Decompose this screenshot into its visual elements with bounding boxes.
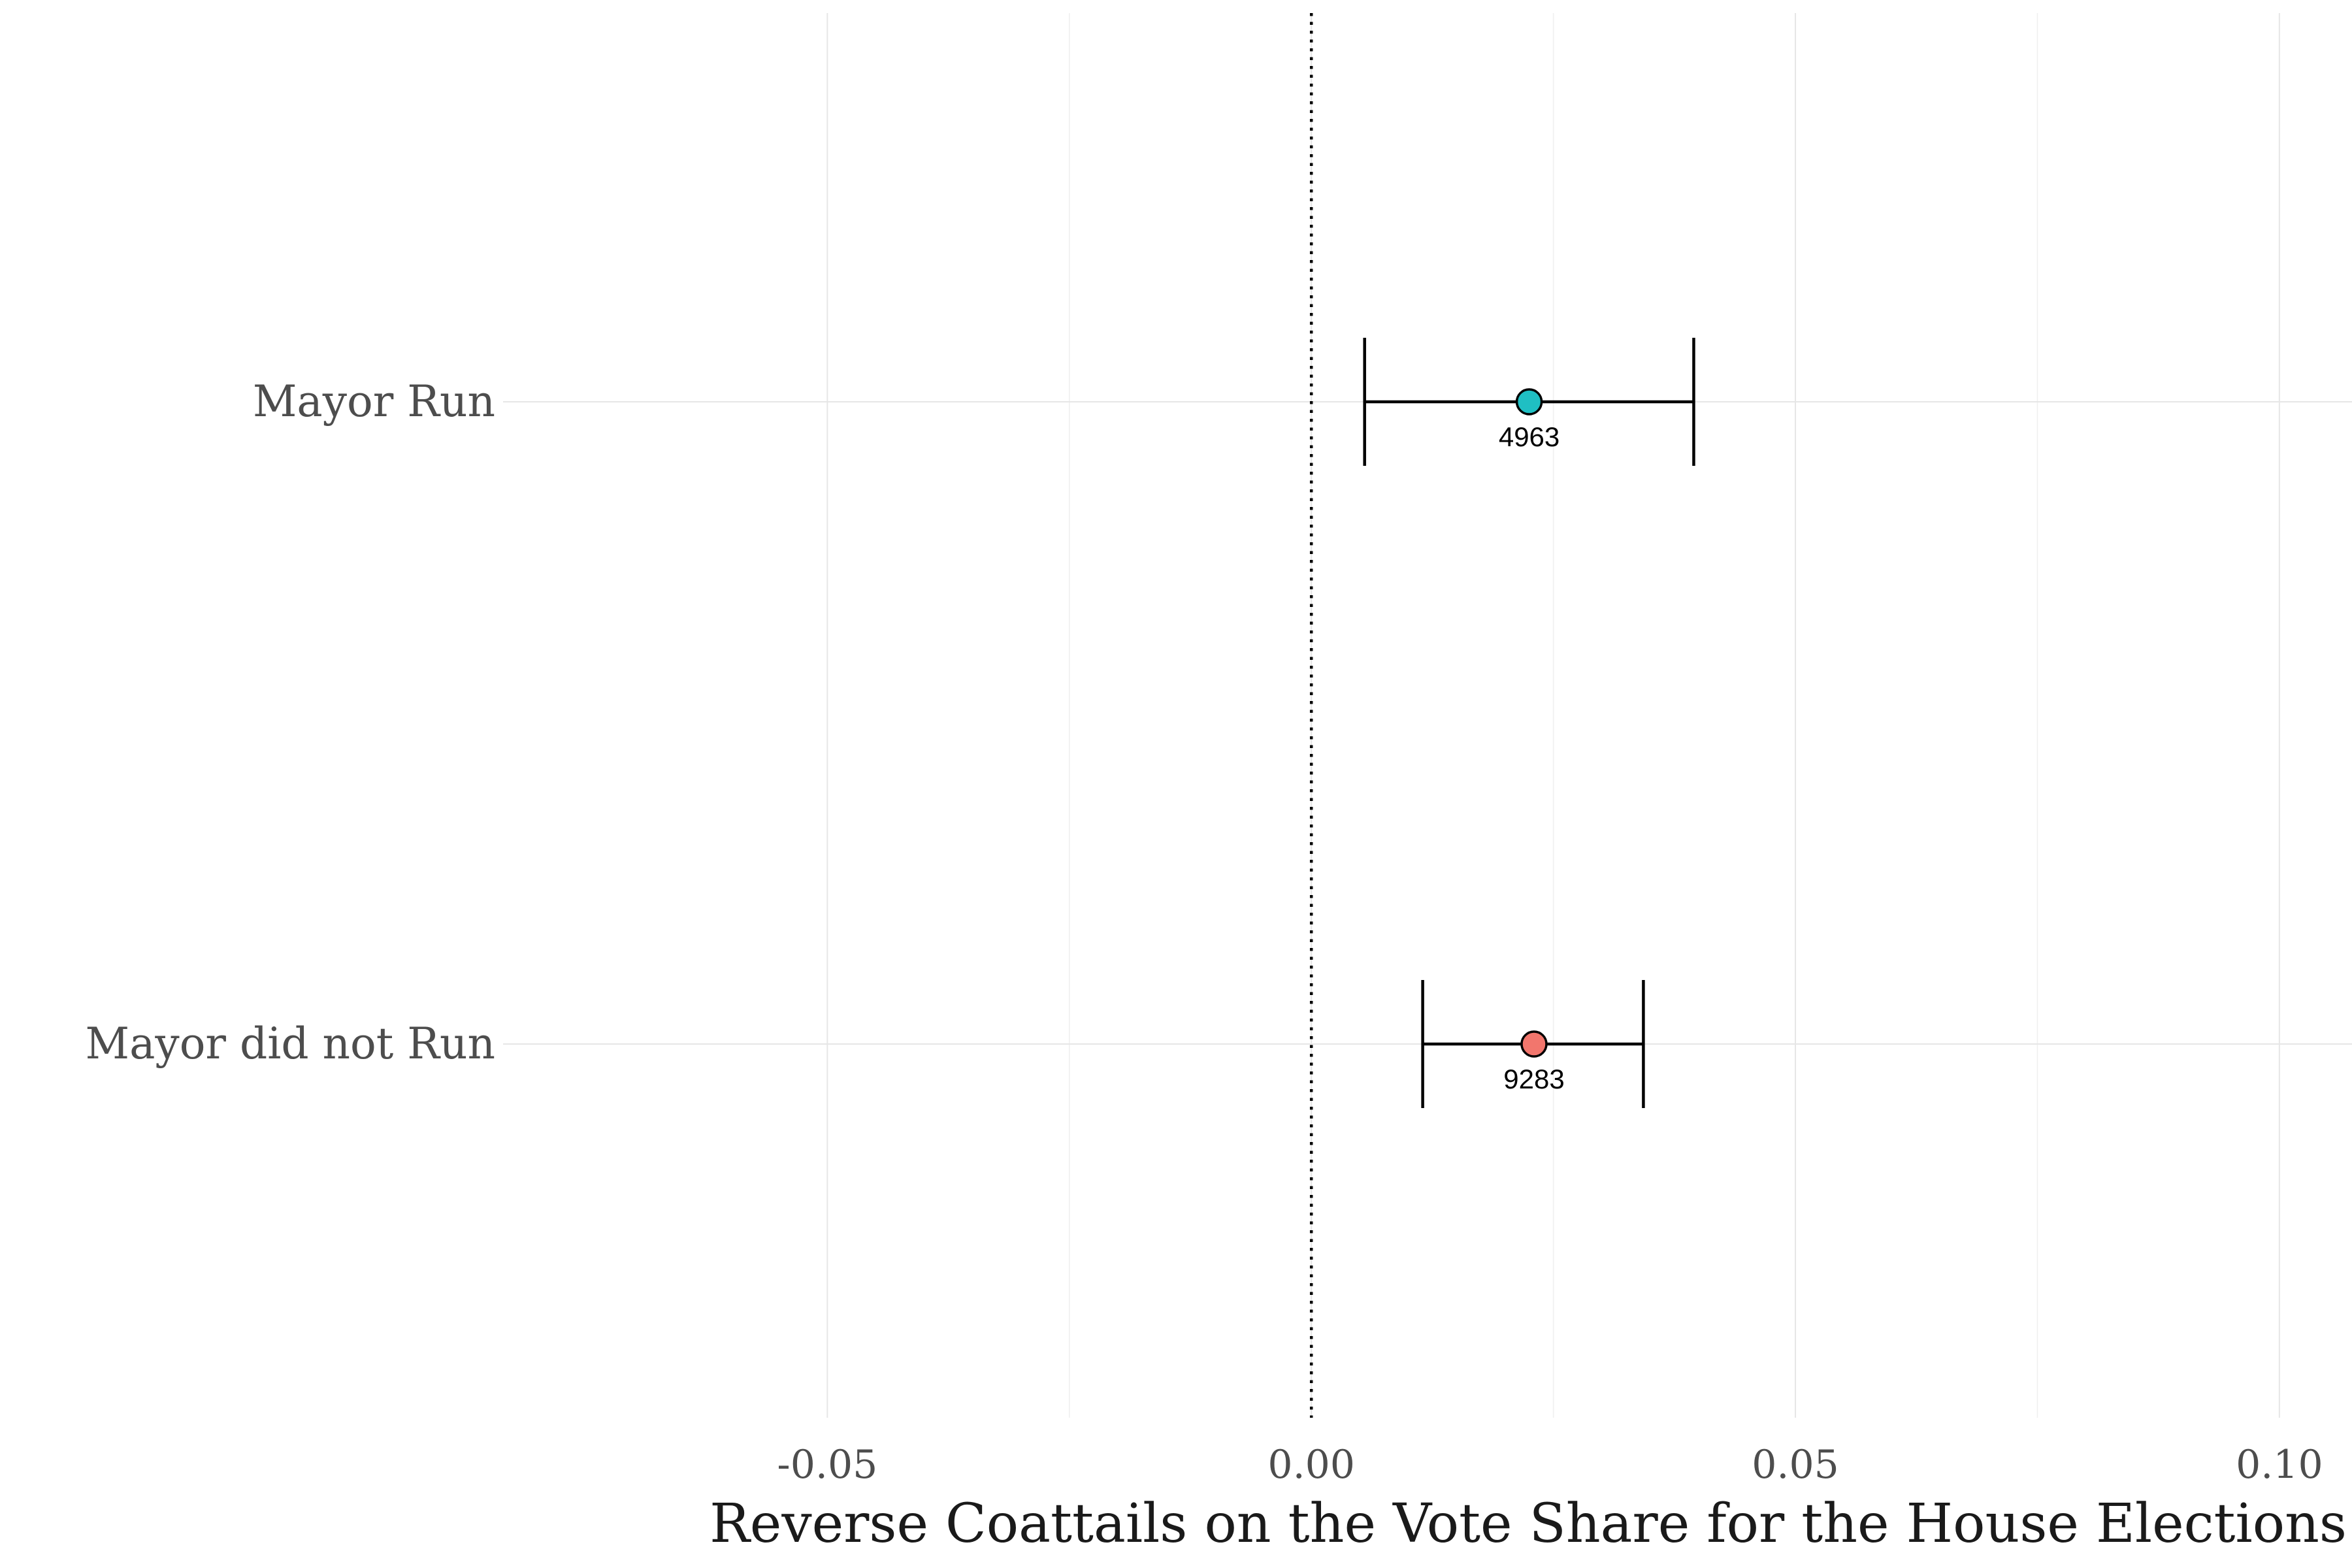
sample-size-label: 4963	[1499, 421, 1560, 452]
x-tick-label: 0.00	[1267, 1442, 1355, 1488]
category-label: Mayor did not Run	[85, 1019, 495, 1069]
grid-layer	[503, 13, 2352, 1418]
x-tick-label: 0.05	[1752, 1442, 1839, 1488]
sample-size-label: 9283	[1503, 1064, 1564, 1094]
x-tick-label: 0.10	[2236, 1442, 2323, 1488]
point-estimate	[1520, 1030, 1548, 1058]
x-tick-label: -0.05	[777, 1442, 877, 1488]
point-estimate	[1515, 388, 1543, 416]
category-label: Mayor Run	[253, 376, 495, 427]
x-axis-title: Reverse Coattails on the Vote Share for …	[710, 1493, 2347, 1555]
labels-layer: -0.05 0.00 0.05 0.10 Mayor Run Mayor did not …	[85, 376, 2323, 1488]
marks-layer	[1363, 338, 1695, 1108]
